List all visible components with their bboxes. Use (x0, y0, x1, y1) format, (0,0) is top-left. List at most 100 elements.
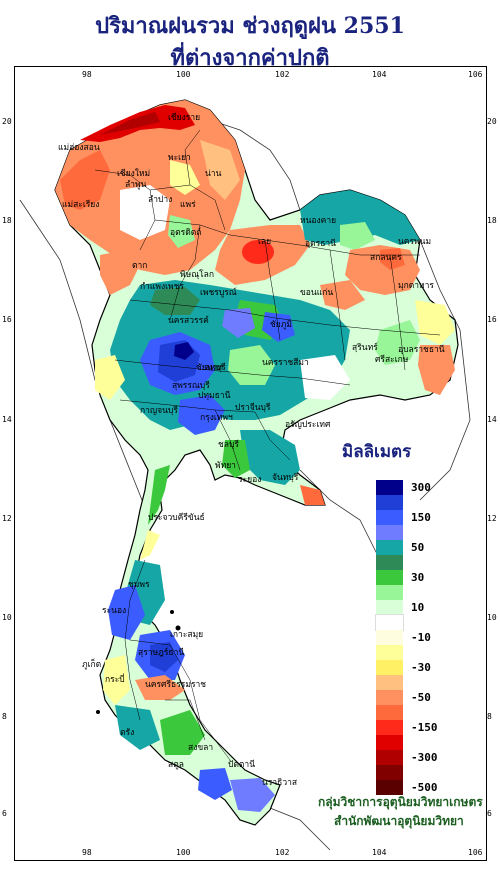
province-label: พะเยา (168, 153, 191, 163)
province-label: กระบี่ (105, 675, 125, 685)
legend-swatch (376, 645, 403, 660)
legend-swatch (376, 780, 403, 795)
y-tick-right: 18 (487, 216, 497, 225)
y-tick-right: 16 (487, 315, 497, 324)
province-label: สกลนคร (370, 253, 402, 263)
province-label: กาญจนบุรี (140, 406, 178, 416)
province-label: สตูล (168, 760, 184, 770)
province-label: อรัญประเทศ (285, 420, 331, 430)
province-label: เลย (258, 237, 272, 247)
x-tick-bottom: 106 (468, 848, 483, 857)
province-label: สุรินทร์ (352, 343, 378, 353)
province-label: ปทุมธานี (198, 391, 231, 401)
province-label: เพชรบูรณ์ (200, 288, 237, 298)
legend-swatch (376, 705, 403, 720)
province-label: ขอนแก่น (300, 288, 334, 298)
province-label: หนองคาย (300, 216, 337, 226)
province-label: นราธิวาส (262, 778, 298, 788)
legend-title: มิลลิเมตร (342, 442, 412, 462)
legend-label: -50 (411, 691, 431, 704)
x-tick-bottom: 100 (176, 848, 191, 857)
x-tick-bottom: 102 (275, 848, 290, 857)
legend-label: 30 (411, 571, 425, 584)
legend-swatch (376, 525, 403, 540)
province-label: พัทยา (215, 461, 236, 471)
y-tick-left: 6 (2, 809, 7, 818)
y-tick-left: 20 (2, 117, 12, 126)
province-label: ปัตตานี (228, 760, 256, 770)
province-label: ลำพูน (125, 180, 147, 190)
province-label: ลพบุรี (205, 363, 226, 373)
province-label: เกาะสมุย (170, 630, 204, 640)
legend-label: -500 (411, 781, 438, 794)
legend-swatch (376, 630, 403, 645)
province-label: ประจวบคีรีขันธ์ (148, 513, 205, 523)
province-label: กำแพงเพชร (140, 282, 184, 292)
legend-swatch (376, 480, 403, 495)
legend-swatch (376, 765, 403, 780)
province-label: ศรีสะเกษ (375, 355, 409, 365)
province-label: แม่สะเรียง (62, 200, 100, 210)
legend-swatch (376, 555, 403, 570)
province-label: แพร่ (180, 200, 196, 210)
legend-label: 10 (411, 601, 425, 614)
province-label: สงขลา (188, 743, 214, 753)
legend-swatch (376, 720, 403, 735)
legend-swatch (375, 614, 404, 631)
province-label: ชลบุรี (218, 440, 239, 450)
province-label: เชียงใหม่ (117, 169, 151, 179)
y-tick-left: 8 (2, 712, 7, 721)
province-label: ชัยภูมิ (270, 320, 292, 330)
province-label: สุราษฎร์ธานี (138, 648, 185, 658)
province-label: นครราชสีมา (262, 358, 309, 368)
legend-swatch (376, 600, 403, 615)
province-label: อุดรธานี (305, 239, 336, 249)
province-label: ภูเก็ต (82, 660, 102, 670)
province-label: ลำปาง (148, 195, 173, 205)
province-label: ตาก (132, 261, 148, 271)
y-tick-right: 10 (487, 613, 497, 622)
x-tick-bottom: 104 (372, 848, 387, 857)
province-label: พิษณุโลก (180, 270, 215, 280)
legend-swatch (376, 570, 403, 585)
y-tick-right: 20 (487, 117, 497, 126)
map-frame (14, 66, 487, 861)
y-tick-right: 14 (487, 415, 497, 424)
province-label: กรุงเทพฯ (200, 413, 233, 423)
province-label: นครศรีธรรมราช (145, 680, 207, 690)
legend-swatch (376, 660, 403, 675)
y-tick-right: 6 (487, 809, 492, 818)
province-label: ชัยนาท (196, 363, 223, 373)
province-label: แม่ฮ่องสอน (58, 143, 100, 153)
province-label: เชียงราย (168, 113, 201, 123)
legend-swatch (376, 750, 403, 765)
map-title-line1: ปริมาณฝนรวม ช่วงฤดูฝน 2551 (95, 13, 405, 39)
legend-swatch (376, 735, 403, 750)
province-label: ตรัง (120, 728, 135, 738)
province-label: ปราจีนบุรี (235, 403, 271, 413)
x-tick-top: 104 (372, 70, 387, 79)
province-label: น่าน (205, 169, 222, 179)
x-tick-top: 100 (176, 70, 191, 79)
province-label: ระยอง (238, 475, 262, 485)
legend-label: -30 (411, 661, 431, 674)
x-tick-top: 106 (468, 70, 483, 79)
y-tick-right: 8 (487, 712, 492, 721)
x-tick-bottom: 98 (82, 848, 92, 857)
legend-label: -10 (411, 631, 431, 644)
credit-line1: กลุ่มวิชาการอุตุนิยมวิทยาเกษตร (318, 795, 483, 809)
y-tick-left: 14 (2, 415, 12, 424)
y-tick-left: 12 (2, 514, 12, 523)
province-label: ระนอง (102, 606, 127, 616)
province-label: นครพนม (398, 237, 432, 247)
legend-label: 50 (411, 541, 425, 554)
legend-label: 150 (411, 511, 431, 524)
x-tick-top: 102 (275, 70, 290, 79)
legend-swatch (376, 585, 403, 600)
province-label: ชุมพร (128, 580, 150, 590)
y-tick-left: 10 (2, 613, 12, 622)
province-label: อุบลราชธานี (398, 345, 445, 355)
legend-label: -150 (411, 721, 438, 734)
province-label: จันทบุรี (272, 473, 299, 483)
